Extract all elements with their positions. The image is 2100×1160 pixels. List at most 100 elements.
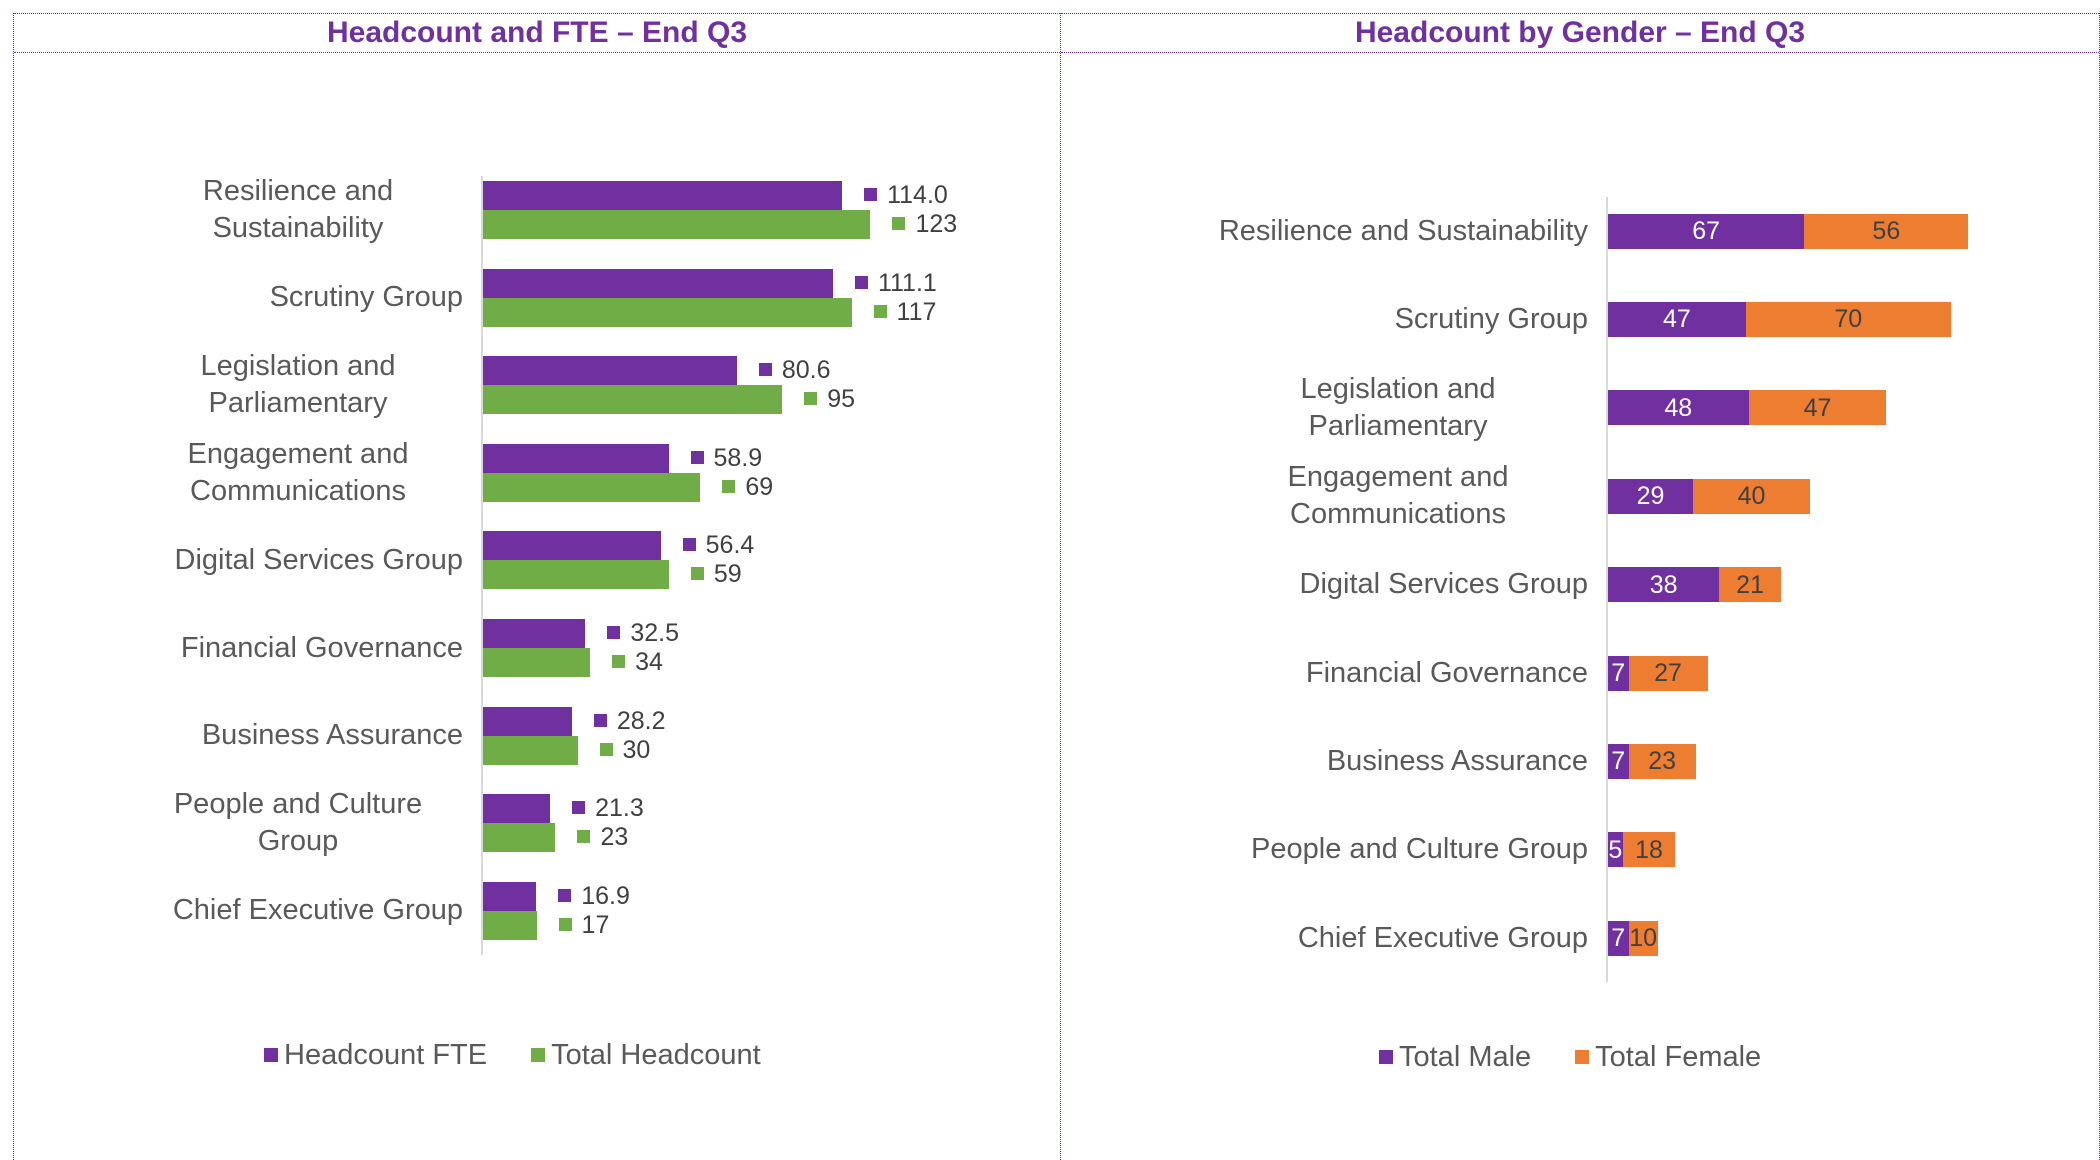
data-label-group: 28.2 [593, 706, 666, 735]
data-label: 30 [622, 735, 651, 764]
category-text: Legislation and Parliamentary [1300, 372, 1496, 442]
legend-item: Total Male [1379, 1041, 1531, 1074]
data-label: 59 [713, 560, 742, 589]
legend-label: Total Headcount [551, 1039, 761, 1071]
bar [483, 385, 783, 415]
category-label: Scrutiny Group [1208, 279, 1588, 359]
bar [483, 706, 572, 736]
panel: Headcount by Gender – End Q3 Resilience … [1060, 13, 2100, 1160]
category-label: Resilience and Sustainability [1208, 191, 1588, 271]
legend-swatch [690, 567, 704, 581]
data-label: 47 [1662, 305, 1691, 334]
data-label-group: 80.6 [758, 356, 831, 384]
legend-swatch [593, 713, 607, 727]
data-label: 117 [896, 297, 937, 326]
axis-line [1606, 196, 1608, 983]
bar [483, 531, 661, 561]
bar [1608, 920, 1629, 956]
data-label: 18 [1635, 835, 1663, 864]
category-text: Business Assurance [201, 719, 463, 752]
data-label: 28.2 [616, 706, 666, 735]
legend-item: Total Headcount [531, 1039, 761, 1072]
bar [483, 648, 591, 677]
data-label: 27 [1654, 659, 1682, 687]
data-label: 29 [1636, 482, 1665, 511]
legend-swatch [864, 188, 878, 201]
data-label: 7 [1611, 747, 1626, 776]
category-text: People and Culture Group [1251, 833, 1588, 866]
bar [1804, 213, 1969, 249]
category-label: Digital Services Group [1208, 545, 1589, 625]
bar [483, 181, 843, 210]
category-text: Financial Governance [1305, 656, 1588, 689]
data-label: 123 [915, 210, 958, 238]
data-label: 23 [1648, 747, 1677, 776]
category-label: People and Culture Group [1208, 810, 1588, 890]
data-label: 10 [1629, 924, 1658, 953]
legend-swatch [531, 1048, 546, 1062]
category-text: Chief Executive Group [172, 894, 463, 927]
data-label: 38 [1649, 570, 1678, 599]
data-label-group: 117 [873, 297, 937, 326]
legend-swatch [612, 655, 626, 668]
legend-label: Total Female [1595, 1041, 1762, 1073]
data-label: 114.0 [887, 181, 948, 209]
bar [1608, 301, 1746, 337]
data-label-group: 69 [722, 473, 773, 501]
data-label: 34 [635, 648, 663, 676]
bar [1628, 920, 1658, 956]
legend-item: Total Female [1575, 1041, 1761, 1074]
legend-swatch [599, 742, 613, 756]
data-label: 56 [1872, 217, 1901, 245]
data-label: 5 [1608, 835, 1623, 864]
data-label: 21.3 [595, 794, 644, 823]
legend-swatch [892, 217, 906, 230]
data-label-group: 16.9 [558, 882, 630, 910]
data-label: 23 [600, 823, 629, 852]
data-label-group: 123 [892, 210, 957, 238]
category-label: Legislation and Parliamentary [1208, 368, 1588, 448]
category-text: Engagement and Communications [1287, 461, 1509, 531]
data-label: 69 [745, 472, 774, 501]
bar [1608, 478, 1693, 514]
data-label: 67 [1692, 217, 1721, 245]
category-text: Resilience and Sustainability [202, 175, 394, 244]
chart-title: Headcount and FTE – End Q3 [14, 13, 1060, 53]
category-text: People and Culture Group [173, 788, 423, 858]
data-label: 17 [581, 910, 610, 939]
data-label-group: 21.3 [572, 794, 644, 822]
legend-item: Headcount FTE [264, 1039, 487, 1072]
category-text: Resilience and Sustainability [1218, 214, 1588, 247]
legend-swatch [804, 392, 818, 406]
bar [1745, 301, 1951, 337]
legend-swatch [1379, 1050, 1393, 1064]
bar [1608, 655, 1629, 691]
data-label: 47 [1803, 393, 1832, 422]
category-label: Financial Governance [133, 608, 463, 688]
data-label-group: 56.4 [682, 531, 754, 559]
data-label-group: 58.9 [690, 444, 762, 472]
data-label-group: 95 [804, 385, 855, 413]
data-label: 21 [1736, 570, 1764, 599]
bar [1608, 390, 1749, 426]
data-label-group: 59 [690, 560, 742, 589]
legend-label: Total Male [1399, 1041, 1532, 1073]
bar [1748, 390, 1887, 426]
category-label: Scrutiny Group [133, 258, 463, 338]
data-label-group: 17 [558, 910, 610, 939]
category-label: Financial Governance [1208, 633, 1588, 713]
category-text: Scrutiny Group [269, 281, 463, 314]
data-label: 16.9 [581, 881, 630, 910]
category-label: Resilience and Sustainability [133, 170, 463, 250]
bar [1608, 567, 1720, 603]
legend-swatch [264, 1048, 278, 1062]
bar [1622, 832, 1676, 868]
bar [483, 881, 537, 911]
category-text: Scrutiny Group [1394, 302, 1588, 335]
legend-swatch [572, 801, 586, 815]
bar [483, 910, 537, 940]
bar [483, 443, 669, 473]
data-label: 7 [1611, 659, 1626, 687]
legend-swatch [682, 538, 696, 552]
